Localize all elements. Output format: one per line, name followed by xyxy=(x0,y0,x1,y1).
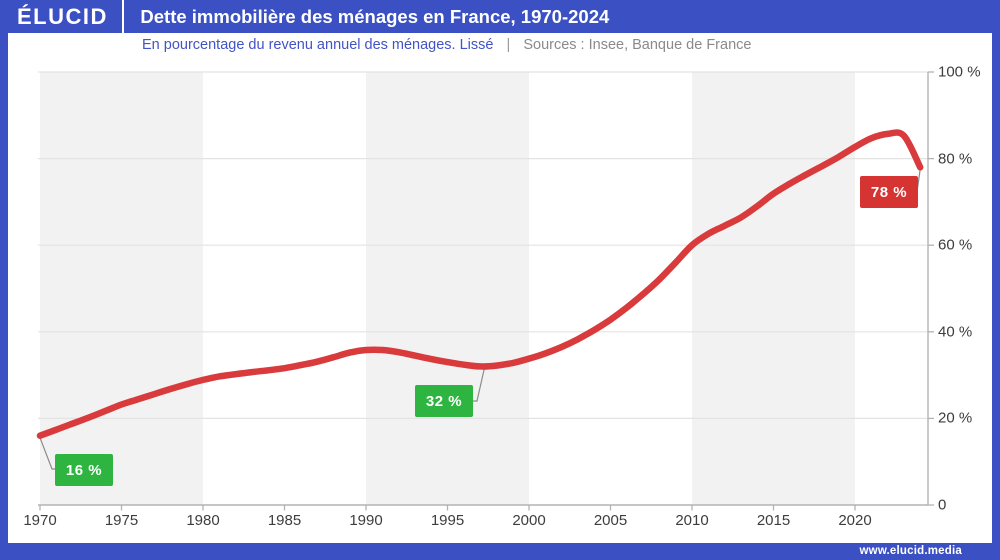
footer-bar: www.elucid.media xyxy=(0,543,1000,560)
data-label-1970: 16 % xyxy=(55,454,113,486)
x-tick-label: 2020 xyxy=(838,512,872,529)
header-divider xyxy=(121,0,125,33)
data-label-1997: 32 % xyxy=(415,385,473,417)
x-tick-label: 1980 xyxy=(186,512,220,529)
y-tick-label: 40 % xyxy=(938,323,973,341)
x-tick-label: 2000 xyxy=(512,512,546,529)
y-tick-label: 80 % xyxy=(938,150,973,168)
annotation-connector xyxy=(39,437,55,470)
x-tick-label: 2005 xyxy=(593,512,628,529)
chart-subtitle: En pourcentage du revenu annuel des ména… xyxy=(0,33,1000,59)
decade-band xyxy=(40,72,203,505)
data-label-2024: 78 % xyxy=(860,176,918,208)
debt-curve xyxy=(36,129,924,439)
y-tick-label: 20 % xyxy=(938,409,973,427)
y-tick-label: 0 xyxy=(938,496,947,514)
x-tick-label: 1990 xyxy=(349,512,383,529)
subtitle-sources: Sources : Insee, Banque de France xyxy=(523,37,752,53)
subtitle-description: En pourcentage du revenu annuel des ména… xyxy=(142,37,494,53)
x-tick-label: 1975 xyxy=(104,512,139,529)
x-tick-label: 1995 xyxy=(430,512,465,529)
annotation-connector xyxy=(473,365,486,402)
elucid-logo: ÉLUCID xyxy=(17,4,108,29)
decade-band xyxy=(366,72,529,505)
decade-band xyxy=(692,72,855,505)
y-tick-label: 60 % xyxy=(938,236,973,254)
x-tick-label: 2015 xyxy=(756,512,791,529)
header-bar: ÉLUCID Dette immobilière des ménages en … xyxy=(0,0,1000,33)
subtitle-separator: | xyxy=(506,37,511,53)
x-tick-label: 1985 xyxy=(267,512,302,529)
x-tick-label: 1970 xyxy=(23,512,57,529)
y-tick-label: 100 % xyxy=(938,63,981,81)
frame-border-left xyxy=(0,33,8,560)
frame-border-right xyxy=(992,33,1000,560)
chart-title: Dette immobilière des ménages en France,… xyxy=(140,6,610,27)
footer-link[interactable]: www.elucid.media xyxy=(859,545,962,557)
x-tick-label: 2010 xyxy=(675,512,709,529)
